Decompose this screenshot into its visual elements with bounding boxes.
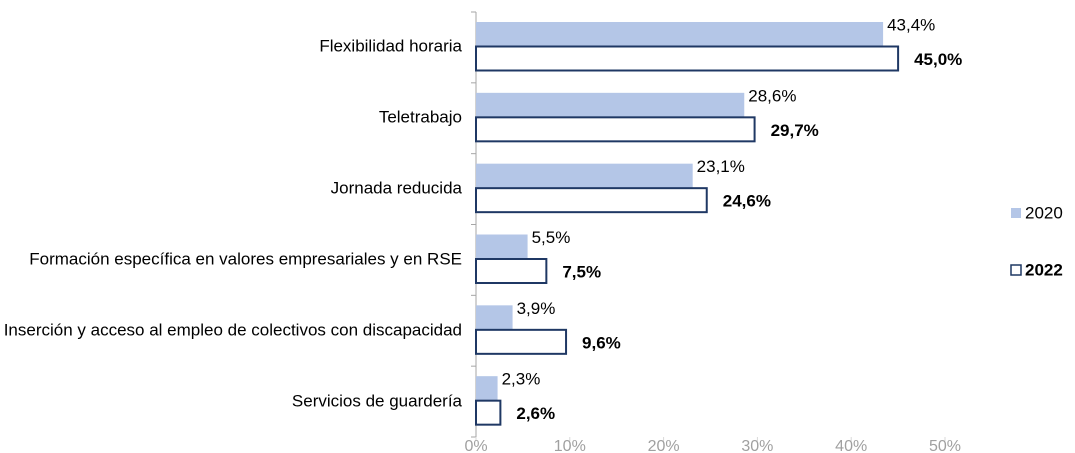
category-label: Jornada reducida bbox=[0, 178, 462, 199]
value-label: 2,3% bbox=[502, 370, 541, 389]
value-label: 2,6% bbox=[516, 404, 555, 423]
category-text: Servicios de guardería bbox=[291, 391, 462, 411]
bar bbox=[476, 234, 528, 259]
category-text: Inserción y acceso al empleo de colectiv… bbox=[3, 320, 462, 340]
x-tick-label: 20% bbox=[648, 438, 680, 453]
legend-label: 2020 bbox=[1025, 203, 1063, 222]
value-label: 45,0% bbox=[914, 50, 962, 69]
bar bbox=[476, 92, 745, 117]
bar bbox=[475, 116, 756, 143]
x-tick-label: 10% bbox=[554, 438, 586, 453]
value-label: 28,6% bbox=[748, 86, 796, 105]
value-label: 24,6% bbox=[723, 192, 771, 211]
bar bbox=[475, 45, 900, 72]
category-label: Formación específica en valores empresar… bbox=[0, 248, 462, 269]
value-label: 7,5% bbox=[562, 262, 601, 281]
x-tick-label: 50% bbox=[929, 438, 961, 453]
category-label: Teletrabajo bbox=[0, 107, 462, 128]
category-text: Teletrabajo bbox=[378, 107, 462, 127]
value-label: 3,9% bbox=[517, 299, 556, 318]
bar bbox=[475, 328, 568, 355]
bar bbox=[476, 376, 498, 401]
category-label: Flexibilidad horaria bbox=[0, 36, 462, 57]
value-label: 29,7% bbox=[771, 121, 819, 140]
value-label: 5,5% bbox=[532, 228, 571, 247]
value-label: 23,1% bbox=[697, 157, 745, 176]
x-tick-label: 30% bbox=[741, 438, 773, 453]
category-text: Formación específica en valores empresar… bbox=[29, 249, 462, 269]
legend-swatch bbox=[1011, 208, 1021, 218]
value-label: 43,4% bbox=[887, 15, 935, 34]
category-label: Servicios de guardería bbox=[0, 390, 462, 411]
bar bbox=[476, 163, 693, 188]
x-tick-label: 40% bbox=[835, 438, 867, 453]
legend-label: 2022 bbox=[1025, 260, 1063, 279]
category-text: Jornada reducida bbox=[330, 178, 462, 198]
category-label: Inserción y acceso al empleo de colectiv… bbox=[0, 319, 462, 340]
category-text: Flexibilidad horaria bbox=[319, 36, 462, 56]
bar bbox=[476, 305, 513, 330]
legend-swatch bbox=[1010, 264, 1022, 276]
value-label: 9,6% bbox=[582, 333, 621, 352]
bar bbox=[475, 258, 548, 284]
bar bbox=[475, 399, 502, 426]
bar bbox=[476, 22, 884, 46]
x-tick-label: 0% bbox=[464, 438, 487, 453]
bar bbox=[475, 187, 708, 214]
